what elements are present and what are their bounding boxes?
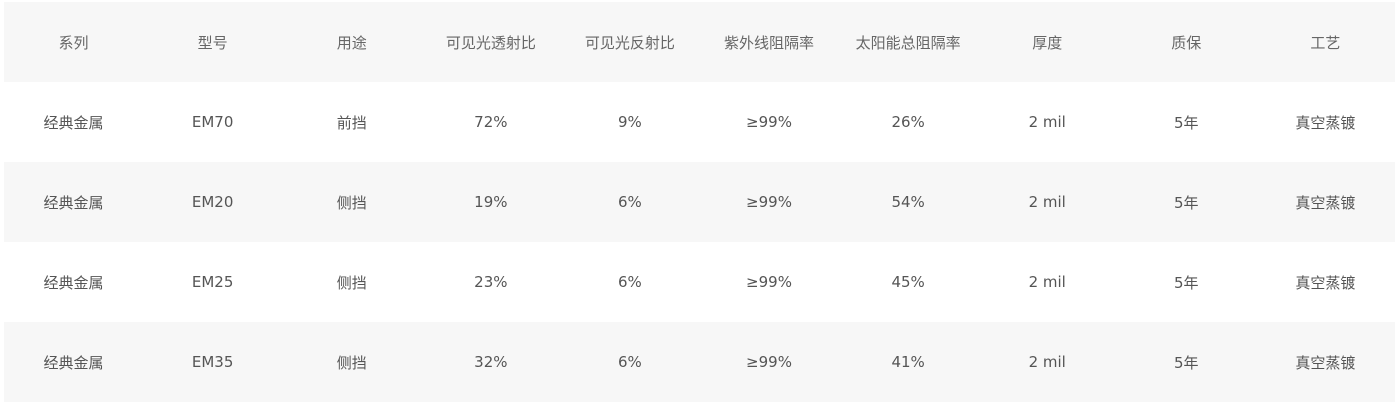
header-total-solar-rejection: 太阳能总阻隔率 — [855, 33, 961, 52]
cell-usage: 前挡 — [336, 113, 367, 132]
cell-total-solar-rejection: 45% — [891, 273, 925, 291]
table-row: 经典金属 EM20 侧挡 19% 6% ≥99% 54% 2 mil 5年 真空… — [4, 162, 1395, 242]
cell-series: 经典金属 — [43, 353, 104, 372]
cell-process: 真空蒸镀 — [1295, 113, 1356, 132]
cell-warranty: 5年 — [1174, 273, 1199, 292]
header-usage: 用途 — [336, 33, 367, 52]
header-warranty: 质保 — [1171, 33, 1202, 52]
cell-total-solar-rejection: 41% — [891, 353, 925, 371]
cell-visible-transmittance: 72% — [474, 113, 508, 131]
cell-visible-transmittance: 19% — [474, 193, 508, 211]
cell-visible-reflectance: 6% — [618, 273, 642, 291]
table-row: 经典金属 EM35 侧挡 32% 6% ≥99% 41% 2 mil 5年 真空… — [4, 322, 1395, 402]
cell-series: 经典金属 — [43, 193, 104, 212]
cell-uv-rejection: ≥99% — [746, 193, 792, 211]
header-process: 工艺 — [1310, 33, 1341, 52]
cell-visible-transmittance: 23% — [474, 273, 508, 291]
cell-visible-reflectance: 9% — [618, 113, 642, 131]
cell-uv-rejection: ≥99% — [746, 273, 792, 291]
header-thickness: 厚度 — [1032, 33, 1063, 52]
spec-table-container: 系列 型号 用途 可见光透射比 可见光反射比 紫外线阻隔率 太阳能总阻隔率 厚度… — [4, 2, 1395, 402]
table-row: 经典金属 EM25 侧挡 23% 6% ≥99% 45% 2 mil 5年 真空… — [4, 242, 1395, 322]
cell-series: 经典金属 — [43, 273, 104, 292]
cell-process: 真空蒸镀 — [1295, 193, 1356, 212]
cell-model: EM70 — [191, 113, 234, 131]
cell-process: 真空蒸镀 — [1295, 353, 1356, 372]
cell-visible-reflectance: 6% — [618, 193, 642, 211]
cell-model: EM20 — [191, 193, 234, 211]
cell-thickness: 2 mil — [1028, 193, 1066, 211]
cell-model: EM25 — [191, 273, 234, 291]
cell-usage: 侧挡 — [336, 193, 367, 212]
header-visible-reflectance: 可见光反射比 — [584, 33, 675, 52]
cell-thickness: 2 mil — [1028, 273, 1066, 291]
header-series: 系列 — [58, 33, 89, 52]
header-visible-transmittance: 可见光透射比 — [445, 33, 536, 52]
product-spec-table: 系列 型号 用途 可见光透射比 可见光反射比 紫外线阻隔率 太阳能总阻隔率 厚度… — [4, 2, 1395, 402]
cell-warranty: 5年 — [1174, 113, 1199, 132]
cell-process: 真空蒸镀 — [1295, 273, 1356, 292]
header-uv-rejection: 紫外线阻隔率 — [724, 33, 815, 52]
table-row: 经典金属 EM70 前挡 72% 9% ≥99% 26% 2 mil 5年 真空… — [4, 82, 1395, 162]
cell-visible-transmittance: 32% — [474, 353, 508, 371]
cell-warranty: 5年 — [1174, 353, 1199, 372]
cell-total-solar-rejection: 54% — [891, 193, 925, 211]
cell-total-solar-rejection: 26% — [891, 113, 925, 131]
cell-warranty: 5年 — [1174, 193, 1199, 212]
cell-uv-rejection: ≥99% — [746, 113, 792, 131]
header-model: 型号 — [197, 33, 228, 52]
cell-visible-reflectance: 6% — [618, 353, 642, 371]
cell-thickness: 2 mil — [1028, 353, 1066, 371]
cell-usage: 侧挡 — [336, 353, 367, 372]
cell-series: 经典金属 — [43, 113, 104, 132]
cell-model: EM35 — [191, 353, 234, 371]
cell-usage: 侧挡 — [336, 273, 367, 292]
cell-uv-rejection: ≥99% — [746, 353, 792, 371]
table-header-row: 系列 型号 用途 可见光透射比 可见光反射比 紫外线阻隔率 太阳能总阻隔率 厚度… — [4, 2, 1395, 82]
cell-thickness: 2 mil — [1028, 113, 1066, 131]
